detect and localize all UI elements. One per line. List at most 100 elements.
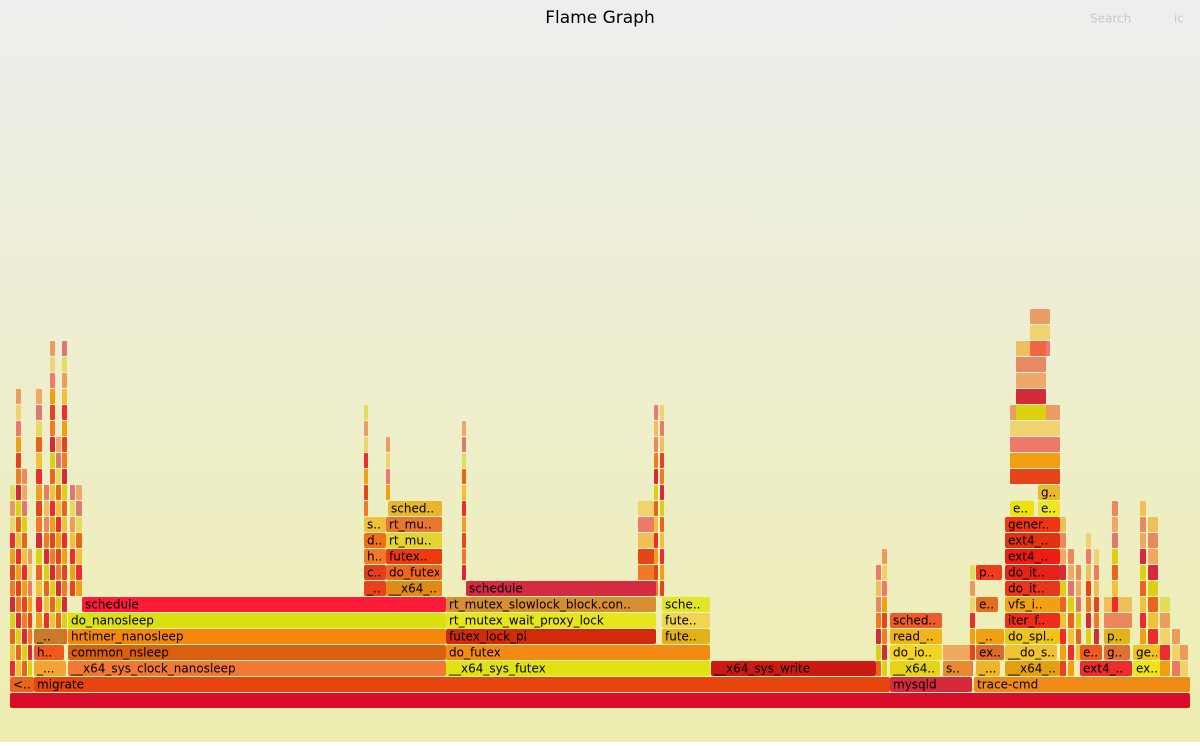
frame[interactable]: do_nanosleep (68, 613, 446, 628)
frame[interactable] (654, 565, 658, 580)
frame[interactable] (882, 565, 887, 580)
frame[interactable] (62, 453, 67, 468)
frame-label[interactable]: sched.. (893, 614, 936, 628)
frame[interactable] (62, 597, 67, 612)
frame[interactable] (36, 485, 42, 500)
frame-label[interactable]: p.. (979, 566, 994, 580)
frame-box[interactable] (386, 549, 442, 564)
frame-label[interactable]: _... (36, 662, 54, 676)
frame-label[interactable]: vfs_i.. (1008, 598, 1043, 612)
frame[interactable] (76, 533, 82, 548)
frame[interactable] (638, 549, 654, 564)
search-button[interactable]: Search (1090, 12, 1131, 26)
frame[interactable] (50, 533, 55, 548)
frame[interactable] (876, 613, 881, 628)
frame[interactable] (1030, 341, 1050, 356)
frame[interactable] (16, 485, 21, 500)
frame[interactable] (44, 613, 49, 628)
frame[interactable] (1016, 405, 1046, 420)
frame-box[interactable] (1005, 565, 1060, 580)
frame-label[interactable]: read_.. (893, 630, 934, 644)
frame[interactable] (62, 341, 67, 356)
frame[interactable] (62, 501, 67, 516)
frame-box[interactable] (1133, 661, 1160, 676)
frame[interactable] (1112, 549, 1118, 564)
frame-label[interactable]: _.. (366, 582, 381, 596)
frame-box[interactable] (364, 517, 386, 532)
frame[interactable] (62, 581, 67, 596)
frame-label[interactable]: do_it.. (1008, 566, 1045, 580)
frame[interactable] (36, 597, 42, 612)
frame[interactable] (44, 565, 49, 580)
frame[interactable]: c.. (364, 565, 386, 580)
frame-label[interactable]: _.. (978, 630, 993, 644)
frame-label[interactable]: do_it.. (1008, 582, 1045, 596)
frame[interactable] (16, 549, 21, 564)
frame[interactable] (943, 645, 973, 660)
frame[interactable] (16, 389, 21, 404)
frame[interactable]: h.. (34, 645, 64, 660)
frame-label[interactable]: sched.. (391, 502, 434, 516)
frame[interactable] (1140, 581, 1146, 596)
frame[interactable] (364, 469, 368, 484)
frame[interactable] (62, 533, 67, 548)
frame[interactable] (62, 389, 67, 404)
frame[interactable] (50, 469, 55, 484)
frame[interactable] (660, 517, 664, 532)
frame-box[interactable] (976, 629, 1004, 644)
frame[interactable] (462, 533, 466, 548)
frame[interactable] (70, 485, 75, 500)
frame[interactable] (1068, 661, 1074, 676)
frame[interactable] (1060, 645, 1066, 660)
frame-label[interactable]: do_futex (389, 566, 441, 580)
frame-box[interactable] (890, 661, 940, 676)
frame[interactable] (10, 565, 15, 580)
frame[interactable] (1094, 629, 1099, 644)
frame[interactable]: __do_s.. (1005, 645, 1057, 660)
frame-box[interactable] (1104, 629, 1130, 644)
frame-box[interactable] (1038, 485, 1060, 500)
frame[interactable]: rt_mu.. (386, 533, 442, 548)
frame-label[interactable]: c.. (367, 566, 381, 580)
frame-label[interactable]: do_futex (449, 646, 501, 660)
frame-box[interactable] (1005, 661, 1060, 676)
frame[interactable] (36, 405, 42, 420)
frame[interactable]: fute.. (662, 629, 710, 644)
frame[interactable]: do_spl.. (1005, 629, 1060, 644)
frame[interactable] (1140, 597, 1146, 612)
frame-label[interactable]: _.. (36, 630, 51, 644)
frame-label[interactable]: rt_mutex_wait_proxy_lock (449, 614, 604, 628)
frame[interactable]: __x64_sys_futex (446, 661, 710, 676)
frame[interactable]: futex.. (386, 549, 442, 564)
frame[interactable] (1140, 533, 1146, 548)
frame[interactable] (660, 485, 664, 500)
frame[interactable] (1060, 613, 1066, 628)
frame[interactable] (1094, 613, 1099, 628)
frame[interactable] (1030, 325, 1050, 340)
frame[interactable] (16, 565, 21, 580)
frame[interactable] (44, 549, 49, 564)
frame[interactable] (22, 533, 27, 548)
frame[interactable] (36, 549, 42, 564)
frame[interactable] (970, 597, 975, 612)
frame[interactable] (638, 501, 654, 516)
frame-box[interactable] (1038, 501, 1060, 516)
frame[interactable] (1060, 517, 1066, 532)
frame-label[interactable]: g.. (1107, 646, 1122, 660)
frame[interactable] (1076, 629, 1081, 644)
frame[interactable]: _.. (976, 629, 1004, 644)
frame-box[interactable] (364, 581, 386, 596)
frame[interactable] (364, 485, 368, 500)
frame-box[interactable] (976, 661, 1000, 676)
frame[interactable]: ext4_.. (1080, 661, 1132, 676)
frame[interactable] (16, 661, 21, 676)
frame[interactable] (70, 533, 75, 548)
frame[interactable] (1076, 597, 1081, 612)
frame[interactable] (70, 581, 75, 596)
frame[interactable] (50, 357, 55, 372)
root-frame[interactable] (10, 693, 1190, 708)
frame[interactable]: ge.. (1133, 645, 1160, 660)
frame[interactable] (50, 549, 55, 564)
frame[interactable] (62, 549, 67, 564)
frame[interactable]: _.. (34, 629, 64, 644)
